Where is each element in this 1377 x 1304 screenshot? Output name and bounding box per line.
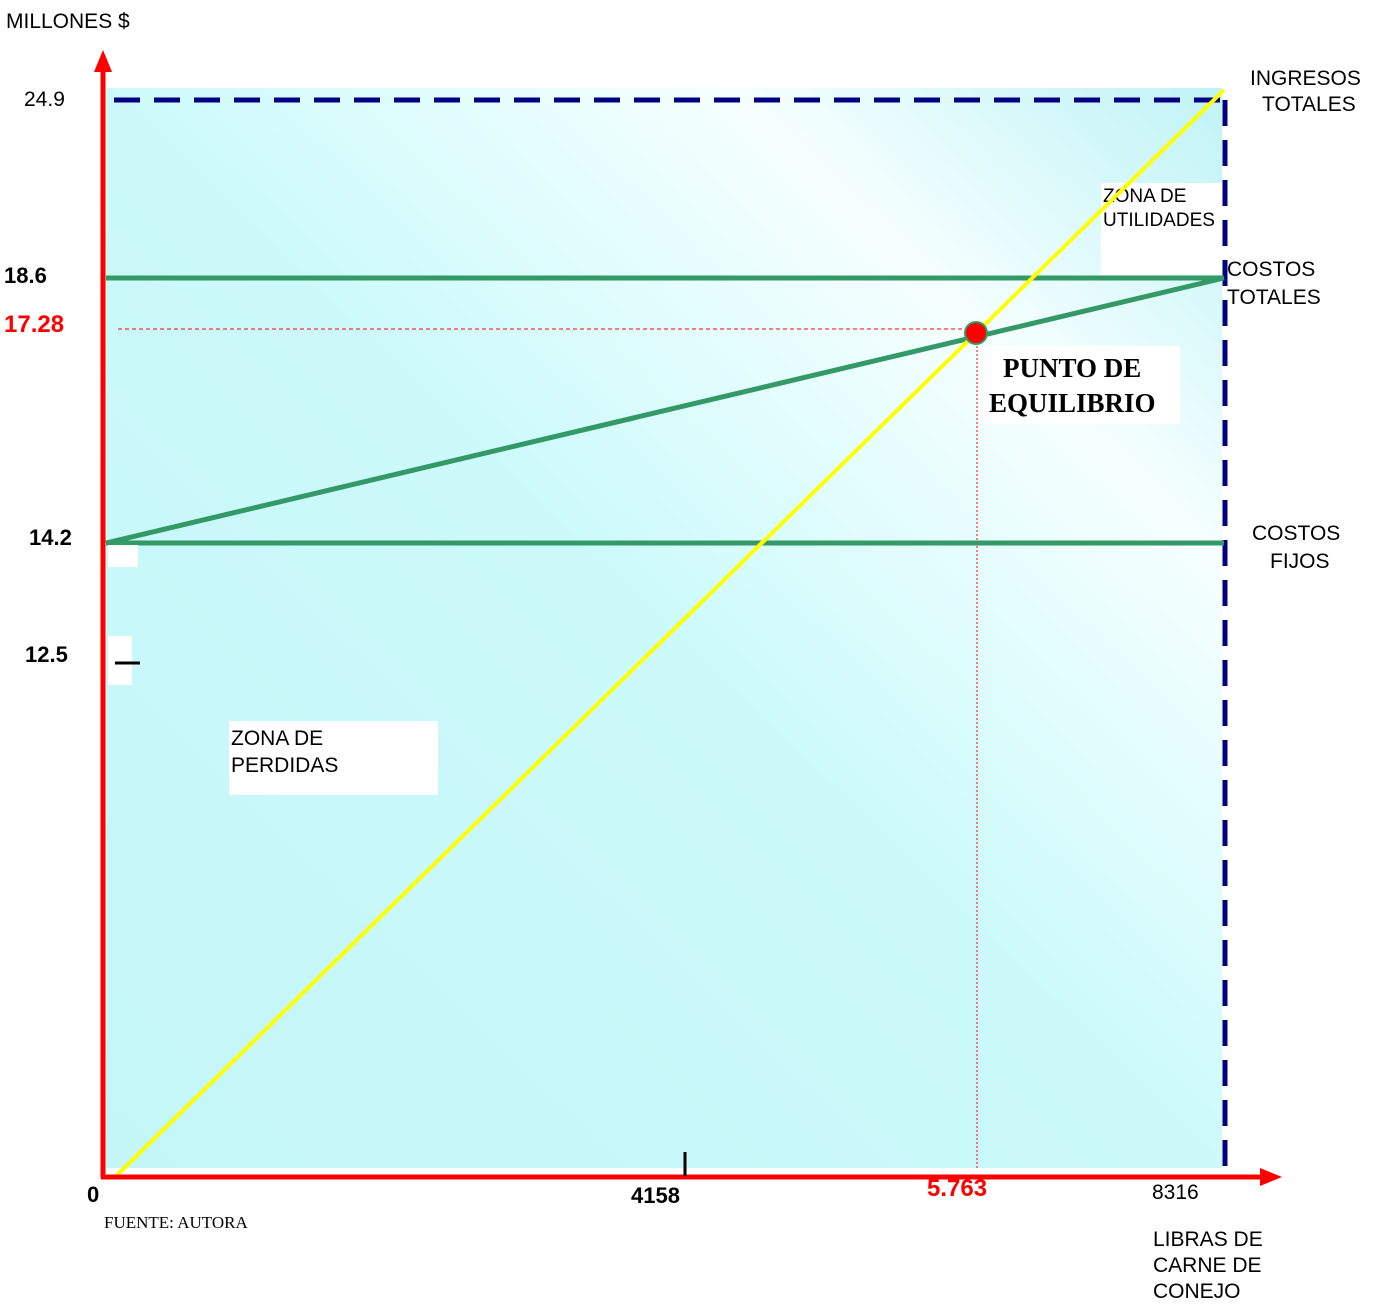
break-even-label-box [980, 346, 1180, 424]
bounds [114, 97, 1228, 1170]
y-tick-14-2-bg [108, 545, 138, 567]
x-tick-4158: 4158 [631, 1183, 680, 1208]
x-tick-0: 0 [87, 1182, 99, 1207]
profit-zone-line-2: UTILIDADES [1103, 210, 1215, 231]
total-costs-label-line-1: COSTOS [1227, 258, 1315, 281]
x-tick-5-763: 5.763 [927, 1175, 987, 1202]
series-labels: INGRESOS TOTALES COSTOS TOTALES COSTOS F… [1227, 67, 1361, 573]
y-tick-12-5: 12.5 [25, 642, 68, 667]
fixed-costs-label-line-1: COSTOS [1252, 522, 1340, 545]
loss-zone-line-2: PERDIDAS [231, 754, 338, 777]
source-note: FUENTE: AUTORA [104, 1213, 248, 1232]
y-axis-arrow [94, 50, 112, 72]
profit-zone-box [1101, 183, 1222, 275]
x-axis-title-line-3: CONEJO [1153, 1280, 1241, 1303]
break-even-label-line-1: PUNTO DE [1003, 353, 1141, 383]
y-tick-18-6: 18.6 [4, 263, 47, 288]
y-tick-17-28: 17.28 [4, 311, 64, 338]
plot-background [104, 88, 1222, 1168]
y-tick-24-9: 24.9 [24, 88, 65, 111]
break-even-label-line-2: EQUILIBRIO [989, 388, 1156, 418]
axes [94, 50, 1282, 1186]
total-costs-line [105, 275, 1225, 546]
axis-titles: MILLONES $ LIBRAS DE CARNE DE CONEJO [6, 10, 1263, 1303]
y-tick-labels: 24.9 18.6 17.28 14.2 12.5 [4, 88, 72, 667]
y-axis-title: MILLONES $ [6, 10, 130, 33]
source-text: FUENTE: AUTORA [104, 1213, 248, 1232]
revenue-label-line-1: INGRESOS [1250, 67, 1361, 90]
fixed-costs-label-line-2: FIJOS [1270, 550, 1330, 573]
revenue-label-line-2: TOTALES [1262, 93, 1356, 116]
profit-zone-line-1: ZONA DE [1103, 186, 1186, 207]
x-tick-8316: 8316 [1152, 1181, 1199, 1204]
x-tick-labels: 0 4158 5.763 8316 [87, 1175, 1199, 1208]
break-even-guides [118, 328, 978, 1168]
total-revenue-line [112, 88, 1226, 1180]
series-lines [105, 88, 1226, 1180]
total-costs-label-line-2: TOTALES [1227, 286, 1321, 309]
x-axis-title-line-1: LIBRAS DE [1153, 1228, 1263, 1251]
tick-marks [108, 545, 687, 1176]
loss-zone-box [229, 721, 438, 795]
x-axis-arrow [1260, 1168, 1282, 1186]
zone-labels: ZONA DE UTILIDADES ZONA DE PERDIDAS [229, 183, 1222, 795]
x-axis-title-line-2: CARNE DE [1153, 1254, 1262, 1277]
y-tick-12-5-bg [108, 636, 132, 685]
loss-zone-line-1: ZONA DE [231, 727, 323, 750]
break-even-annotation: PUNTO DE EQUILIBRIO [964, 321, 1180, 424]
break-even-point [964, 321, 988, 345]
y-tick-14-2: 14.2 [29, 525, 72, 550]
